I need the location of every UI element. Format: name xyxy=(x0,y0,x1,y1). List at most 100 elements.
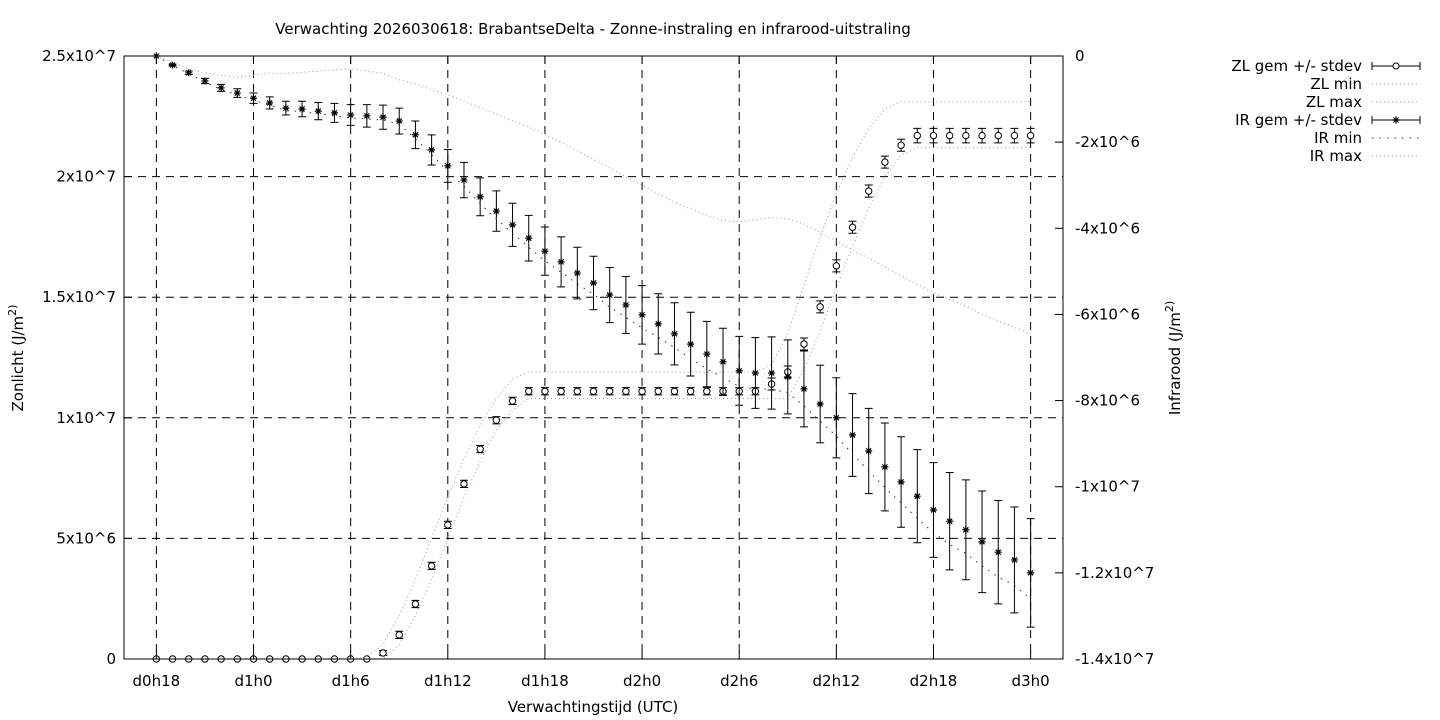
data-point xyxy=(460,176,468,184)
series-zl-max xyxy=(156,101,1031,660)
data-point xyxy=(848,223,857,231)
data-point xyxy=(363,112,371,120)
data-point xyxy=(913,492,921,500)
x-tick-label: d3h0 xyxy=(1012,672,1050,690)
data-point xyxy=(347,111,355,119)
data-point xyxy=(654,320,662,328)
data-point xyxy=(427,562,436,570)
legend-marker xyxy=(1392,116,1400,124)
y-axis-label: Zonlicht (J/m2) xyxy=(6,305,27,412)
data-point xyxy=(411,600,420,608)
data-point xyxy=(379,113,387,121)
data-point xyxy=(816,303,824,311)
series-ir-gem-stdev xyxy=(152,52,1035,628)
legend-label: ZL gem +/- stdev xyxy=(1231,57,1362,75)
data-point xyxy=(573,269,581,277)
data-point xyxy=(735,367,743,375)
data-point xyxy=(557,258,565,266)
y2-tick-label: -6x10^6 xyxy=(1075,305,1140,323)
series-ir-min xyxy=(156,55,1031,600)
data-point xyxy=(314,107,322,115)
data-point xyxy=(525,387,533,395)
y2-tick-label: -1x10^7 xyxy=(1075,478,1140,496)
data-point xyxy=(994,548,1002,556)
series-zl-min xyxy=(156,147,1031,660)
data-point xyxy=(670,387,679,395)
data-point xyxy=(946,517,954,525)
data-point xyxy=(330,109,338,117)
data-point xyxy=(411,131,419,139)
data-point xyxy=(590,279,597,287)
data-point xyxy=(865,187,873,195)
data-point xyxy=(897,478,905,486)
data-point xyxy=(849,431,857,439)
data-point xyxy=(670,330,678,338)
data-point xyxy=(266,99,274,107)
y-tick-label: 2.5x10^7 xyxy=(42,47,116,65)
data-point xyxy=(476,193,484,201)
series-layer xyxy=(152,52,1035,663)
data-point xyxy=(703,350,711,358)
data-point xyxy=(751,369,759,377)
data-point xyxy=(201,77,209,85)
data-point xyxy=(589,387,598,395)
data-point xyxy=(476,445,484,453)
legend-item: ZL min xyxy=(1310,75,1420,93)
data-point xyxy=(185,69,193,77)
data-point xyxy=(881,463,889,471)
y2-tick-label: 0 xyxy=(1075,47,1085,65)
chart-title: Verwachting 2026030618: BrabantseDelta -… xyxy=(275,20,910,38)
data-point xyxy=(929,506,937,514)
data-point xyxy=(217,84,225,92)
legend-item: IR min xyxy=(1314,129,1420,147)
y2-tick-label: -2x10^6 xyxy=(1075,133,1140,151)
data-point xyxy=(1026,131,1035,140)
data-point xyxy=(800,385,808,393)
legend-item: ZL gem +/- stdev xyxy=(1231,57,1421,75)
legend-label: IR max xyxy=(1310,147,1362,165)
axes: d0h18 d1h0 d1h6 d1h12 d1h18 d2h0 d2h6 d2h12 d2h1… xyxy=(6,47,1184,690)
x-tick-label: d1h18 xyxy=(521,672,569,690)
data-point xyxy=(1010,131,1019,140)
data-point xyxy=(800,340,808,348)
y2-tick-label: -8x10^6 xyxy=(1075,392,1140,410)
data-point xyxy=(395,117,403,125)
y-tick-label: 1.5x10^7 xyxy=(42,288,116,306)
legend-label: ZL max xyxy=(1306,93,1362,111)
data-point xyxy=(298,105,306,113)
data-point xyxy=(768,369,776,377)
legend-item: IR gem +/- stdev xyxy=(1235,111,1421,129)
data-point xyxy=(638,311,646,319)
y-tick-label: 5x10^6 xyxy=(56,529,116,547)
data-point xyxy=(492,416,501,424)
x-tick-label: d1h6 xyxy=(332,672,370,690)
data-point xyxy=(250,94,258,102)
data-point xyxy=(169,61,177,69)
data-point xyxy=(832,262,841,270)
legend-label: IR gem +/- stdev xyxy=(1235,111,1362,129)
data-point xyxy=(945,131,954,140)
data-point xyxy=(444,162,452,170)
data-point xyxy=(994,131,1002,140)
data-point xyxy=(962,131,970,140)
data-point xyxy=(719,358,727,366)
data-point xyxy=(784,373,792,381)
x-tick-label: d1h12 xyxy=(424,672,472,690)
data-point xyxy=(686,387,695,395)
x-tick-label: d1h0 xyxy=(234,672,272,690)
legend-item: IR max xyxy=(1310,147,1420,165)
data-point xyxy=(913,131,921,140)
x-tick-label: d2h12 xyxy=(813,672,861,690)
data-point xyxy=(492,207,500,215)
data-point xyxy=(428,146,436,154)
series-line xyxy=(156,55,1031,600)
x-tick-label: d2h18 xyxy=(910,672,958,690)
x-tick-label: d0h18 xyxy=(133,672,181,690)
y2-axis-label: Infrarood (J/m2) xyxy=(1163,301,1184,415)
data-point xyxy=(703,387,711,395)
x-axis-label: Verwachtingstijd (UTC) xyxy=(508,698,679,716)
x-tick-label: d2h6 xyxy=(720,672,758,690)
y2-tick-label: -1.2x10^7 xyxy=(1075,564,1154,582)
data-point xyxy=(395,631,403,639)
